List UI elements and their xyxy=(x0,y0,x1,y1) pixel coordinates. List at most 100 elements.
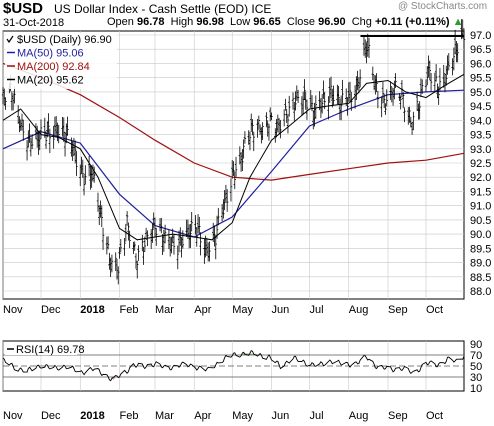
price-bar xyxy=(367,37,371,58)
price-bar xyxy=(160,218,163,234)
legend-entry: MA(50) 95.06 xyxy=(17,48,84,60)
rsi-legend-label: RSI(14) 69.78 xyxy=(16,344,84,356)
price-bar xyxy=(421,79,424,94)
price-bar xyxy=(265,112,268,128)
chg-value: +0.11 (+0.11%) xyxy=(374,16,450,28)
price-bar xyxy=(13,86,16,104)
price-bar xyxy=(181,230,185,249)
price-bar xyxy=(222,199,225,219)
price-bar xyxy=(426,66,429,86)
y-tick-label: 93.0 xyxy=(470,144,491,156)
x-tick-label: Dec xyxy=(41,304,61,316)
price-bar xyxy=(198,216,201,235)
y-tick-label: 96.0 xyxy=(470,58,491,70)
open-label: Open xyxy=(107,16,134,28)
rsi-x-tick-label: Oct xyxy=(426,410,443,422)
price-bar xyxy=(346,97,349,116)
price-bar xyxy=(243,131,247,144)
y-tick-label: 95.5 xyxy=(470,73,491,85)
x-tick-label: Nov xyxy=(3,304,23,316)
price-bar xyxy=(279,119,282,139)
price-bar xyxy=(415,91,419,112)
price-bar xyxy=(215,215,219,239)
price-bar xyxy=(118,247,121,259)
price-bar xyxy=(30,134,34,149)
price-bar xyxy=(136,260,139,279)
price-bar xyxy=(141,234,144,252)
chart-symbol: $USD xyxy=(3,0,44,17)
price-bar xyxy=(442,64,445,88)
y-tick-label: 96.5 xyxy=(470,44,491,56)
price-bar xyxy=(323,91,326,110)
price-bar xyxy=(329,76,333,99)
y-tick-label: 92.5 xyxy=(470,158,491,170)
rsi-y-tick-label: 30 xyxy=(470,372,482,384)
legend-entry: MA(20) 95.62 xyxy=(17,75,84,87)
rsi-y-tick-label: 50 xyxy=(470,361,482,373)
stockcharts-watermark: @ StockCharts.com xyxy=(398,1,488,12)
rsi-line xyxy=(2,350,465,382)
low-value: 96.65 xyxy=(253,16,281,28)
high-label: High xyxy=(170,16,194,28)
rsi-x-tick-label: Nov xyxy=(3,410,23,422)
low-label: Low xyxy=(229,16,251,28)
price-bar xyxy=(428,60,432,81)
price-bar xyxy=(101,227,105,250)
price-bar xyxy=(291,92,295,110)
price-bar xyxy=(305,99,309,120)
price-bar xyxy=(251,119,254,136)
price-bar xyxy=(385,89,388,107)
price-bar xyxy=(418,101,421,120)
price-bar xyxy=(399,95,402,110)
chg-label: Chg xyxy=(351,16,372,28)
rsi-y-tick-label: 10 xyxy=(470,383,482,395)
price-bar xyxy=(125,211,129,226)
price-bar xyxy=(348,81,352,102)
price-bar xyxy=(241,149,244,172)
price-bar xyxy=(314,95,318,119)
price-bar xyxy=(44,131,48,149)
price-bar xyxy=(189,223,192,248)
price-bar xyxy=(123,238,126,256)
ma50-line xyxy=(2,89,465,238)
price-bar xyxy=(84,165,87,185)
legend-check-icon xyxy=(6,35,14,44)
x-tick-label: Feb xyxy=(120,304,139,316)
price-bar xyxy=(412,111,415,131)
x-tick-label: Aug xyxy=(349,304,369,316)
price-bar xyxy=(124,223,128,242)
up-arrow-icon: ▲ xyxy=(452,16,464,28)
price-bar xyxy=(127,222,130,241)
price-bar xyxy=(248,131,252,151)
chart-description: US Dollar Index - Cash Settle (EOD) ICE xyxy=(54,2,272,16)
x-tick-label: May xyxy=(232,304,253,316)
rsi-x-tick-label: Sep xyxy=(388,410,408,422)
price-bar xyxy=(384,103,387,115)
rsi-x-tick-label: Mar xyxy=(155,410,174,422)
price-bar xyxy=(296,89,300,104)
price-bar xyxy=(75,151,78,176)
price-bar xyxy=(371,66,375,81)
y-tick-label: 94.0 xyxy=(470,115,491,127)
y-tick-label: 91.5 xyxy=(470,186,491,198)
price-bar xyxy=(225,189,229,212)
price-bar xyxy=(170,237,173,254)
price-bar xyxy=(394,73,397,89)
price-bar xyxy=(286,113,290,134)
price-bar xyxy=(79,164,82,187)
rsi-x-tick-label: Apr xyxy=(194,410,211,422)
price-bar xyxy=(208,241,211,262)
price-bar xyxy=(447,53,451,71)
price-bar xyxy=(462,28,466,47)
price-bar xyxy=(434,64,438,82)
price-bar xyxy=(339,95,343,121)
price-bar xyxy=(337,85,340,105)
y-tick-label: 89.5 xyxy=(470,243,491,255)
price-bar xyxy=(47,113,50,135)
price-bar xyxy=(437,86,440,105)
close-label: Close xyxy=(286,16,316,28)
price-bar xyxy=(214,234,217,260)
rsi-x-tick-label: Jun xyxy=(271,410,289,422)
price-bar xyxy=(100,205,103,228)
price-bar xyxy=(117,266,120,285)
